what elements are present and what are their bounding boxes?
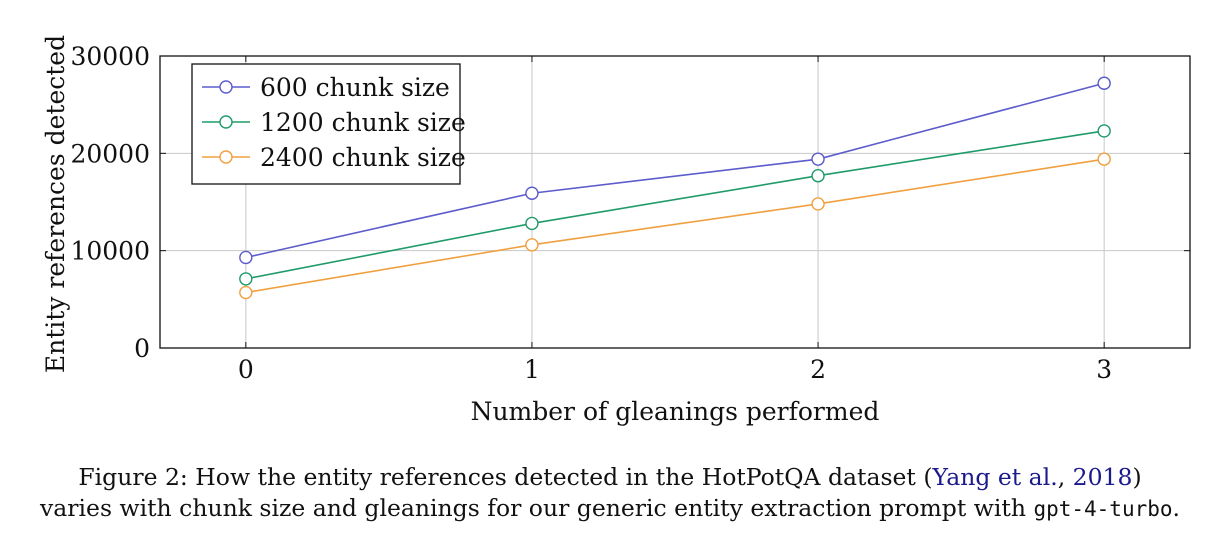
legend-label: 1200 chunk size	[260, 108, 466, 137]
data-point	[1097, 124, 1111, 138]
caption-end: .	[1172, 494, 1180, 522]
data-point	[525, 216, 539, 231]
data-point	[239, 285, 253, 300]
legend-marker	[219, 150, 233, 164]
legend-label: 2400 chunk size	[260, 143, 466, 172]
data-point	[239, 250, 253, 265]
line-chart: 0 1 2 3 0 10000 20000 30000 Number of gleanings …	[41, 35, 1191, 426]
series-2	[239, 152, 1111, 300]
legend-label: 600 chunk size	[260, 73, 450, 102]
legend-box	[191, 63, 461, 185]
data-point	[811, 152, 825, 166]
y-tick-label: 10000	[70, 237, 150, 266]
data-point	[1097, 152, 1111, 166]
data-point	[239, 272, 253, 286]
data-point	[1097, 76, 1111, 90]
y-tick-label: 30000	[70, 42, 150, 71]
series-line	[245, 130, 1105, 280]
y-tick-label: 0	[134, 334, 150, 363]
x-axis-label: Number of gleanings performed	[471, 397, 880, 426]
caption-model-code: gpt-4-turbo	[1033, 497, 1173, 521]
y-axis-label: Entity references detected	[41, 35, 70, 373]
data-point	[525, 238, 539, 252]
citation-author-link[interactable]: Yang et al.	[932, 463, 1058, 491]
caption-prefix: Figure 2: How the entity references dete…	[78, 463, 933, 491]
caption-line2: varies with chunk size and gleanings for…	[40, 494, 1034, 522]
caption-cite-sep: ,	[1057, 463, 1073, 491]
caption-suffix: )	[1132, 463, 1142, 491]
x-tick-label: 0	[238, 355, 254, 384]
legend-marker	[219, 115, 233, 129]
plot-frame	[159, 55, 1191, 349]
series-line	[245, 82, 1105, 259]
figure-caption: Figure 2: How the entity references dete…	[0, 462, 1220, 525]
legend-marker	[219, 80, 233, 94]
x-tick-label: 1	[524, 355, 540, 384]
data-point	[811, 169, 825, 183]
series-line	[245, 158, 1105, 294]
series-1	[239, 124, 1111, 286]
data-point	[525, 186, 539, 200]
x-tick-label: 3	[1096, 355, 1112, 384]
series-0	[239, 76, 1111, 265]
citation-year-link[interactable]: 2018	[1072, 463, 1133, 491]
data-point	[811, 197, 825, 211]
y-tick-label: 20000	[70, 139, 150, 168]
legend: 600 chunk size 1200 chunk size 2400 chunk …	[191, 63, 466, 185]
x-tick-label: 2	[810, 355, 826, 384]
